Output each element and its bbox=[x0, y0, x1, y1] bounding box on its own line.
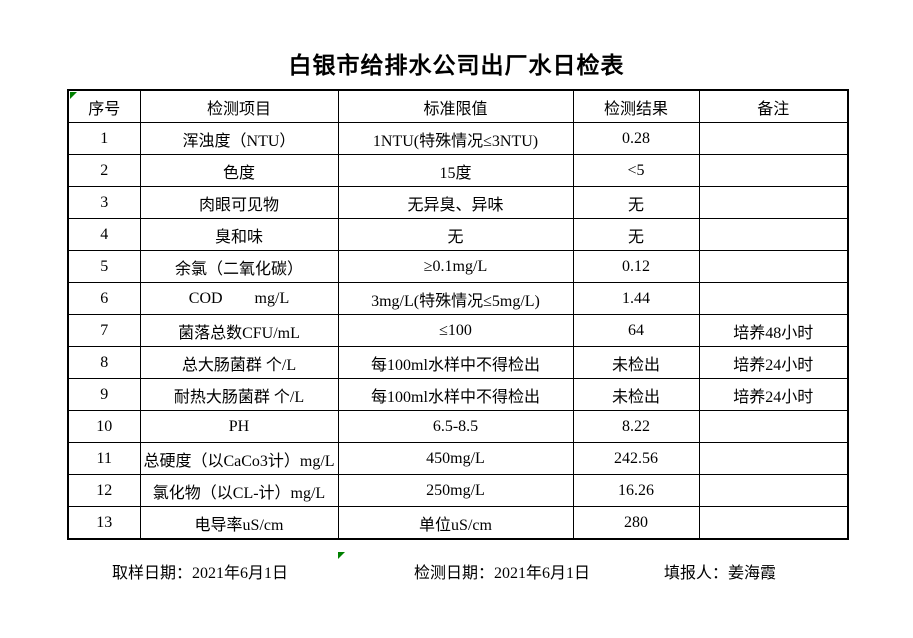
cell-result: 64 bbox=[572, 314, 700, 347]
cell-remark bbox=[698, 186, 849, 219]
cell-remark bbox=[698, 218, 849, 251]
cell-remark: 培养24小时 bbox=[698, 378, 849, 411]
table-row: 3 肉眼可见物 无异臭、异味 无 bbox=[67, 186, 849, 219]
green-corner-marker-icon bbox=[70, 92, 77, 99]
cell-item: 色度 bbox=[139, 154, 339, 187]
cell-limit: 无 bbox=[337, 218, 574, 251]
cell-limit: 单位uS/cm bbox=[337, 506, 574, 540]
cell-result: 242.56 bbox=[572, 442, 700, 475]
cell-no: 2 bbox=[67, 154, 141, 187]
cell-result: 无 bbox=[572, 218, 700, 251]
cell-remark bbox=[698, 282, 849, 315]
cell-result: 1.44 bbox=[572, 282, 700, 315]
cell-no: 4 bbox=[67, 218, 141, 251]
cell-no: 13 bbox=[67, 506, 141, 540]
cell-result: 未检出 bbox=[572, 346, 700, 379]
cell-item: 余氯（二氧化碳） bbox=[139, 250, 339, 283]
cell-limit: 每100ml水样中不得检出 bbox=[337, 346, 574, 379]
cell-limit: 250mg/L bbox=[337, 474, 574, 507]
cell-no: 11 bbox=[67, 442, 141, 475]
header-item: 检测项目 bbox=[139, 89, 339, 123]
cell-result: <5 bbox=[572, 154, 700, 187]
cell-limit: 450mg/L bbox=[337, 442, 574, 475]
cell-item: 电导率uS/cm bbox=[139, 506, 339, 540]
cell-remark bbox=[698, 506, 849, 540]
cell-item: 浑浊度（NTU） bbox=[139, 122, 339, 155]
cell-item: COD mg/L bbox=[139, 282, 339, 315]
cell-result: 280 bbox=[572, 506, 700, 540]
cell-limit: 无异臭、异味 bbox=[337, 186, 574, 219]
cell-limit: 15度 bbox=[337, 154, 574, 187]
cell-result: 未检出 bbox=[572, 378, 700, 411]
table-row: 9 耐热大肠菌群 个/L 每100ml水样中不得检出 未检出 培养24小时 bbox=[67, 378, 849, 411]
cell-no: 12 bbox=[67, 474, 141, 507]
cell-item: 肉眼可见物 bbox=[139, 186, 339, 219]
cell-remark bbox=[698, 250, 849, 283]
cell-limit: 每100ml水样中不得检出 bbox=[337, 378, 574, 411]
table-row: 7 菌落总数CFU/mL ≤100 64 培养48小时 bbox=[67, 314, 849, 347]
cell-remark bbox=[698, 122, 849, 155]
cell-item: 总硬度（以CaCo3计）mg/L bbox=[139, 442, 339, 475]
header-limit: 标准限值 bbox=[337, 89, 574, 123]
test-date-label: 检测日期：2021年6月1日 bbox=[414, 565, 591, 582]
reporter-label: 填报人：姜海霞 bbox=[664, 565, 777, 582]
cell-result: 0.28 bbox=[572, 122, 700, 155]
cell-no: 10 bbox=[67, 410, 141, 443]
table-row: 11 总硬度（以CaCo3计）mg/L 450mg/L 242.56 bbox=[67, 442, 849, 475]
cell-no: 5 bbox=[67, 250, 141, 283]
cell-item: PH bbox=[139, 410, 339, 443]
table-header-row: 序号 检测项目 标准限值 检测结果 备注 bbox=[67, 89, 849, 123]
cell-no: 8 bbox=[67, 346, 141, 379]
header-no: 序号 bbox=[67, 89, 141, 123]
cell-limit: ≥0.1mg/L bbox=[337, 250, 574, 283]
cell-no: 7 bbox=[67, 314, 141, 347]
table-row: 4 臭和味 无 无 bbox=[67, 218, 849, 251]
cell-item: 耐热大肠菌群 个/L bbox=[139, 378, 339, 411]
cell-item: 氯化物（以CL-计）mg/L bbox=[139, 474, 339, 507]
cell-remark bbox=[698, 474, 849, 507]
cell-limit: 1NTU(特殊情况≤3NTU) bbox=[337, 122, 574, 155]
table-row: 2 色度 15度 <5 bbox=[67, 154, 849, 187]
cell-limit: ≤100 bbox=[337, 314, 574, 347]
cell-remark: 培养24小时 bbox=[698, 346, 849, 379]
sampling-date-label: 取样日期：2021年6月1日 bbox=[112, 565, 289, 582]
cell-result: 0.12 bbox=[572, 250, 700, 283]
cell-result: 无 bbox=[572, 186, 700, 219]
cell-item: 臭和味 bbox=[139, 218, 339, 251]
cell-remark bbox=[698, 442, 849, 475]
cell-no: 3 bbox=[67, 186, 141, 219]
cell-remark bbox=[698, 410, 849, 443]
table-row: 13 电导率uS/cm 单位uS/cm 280 bbox=[67, 506, 849, 540]
cell-remark bbox=[698, 154, 849, 187]
table-row: 8 总大肠菌群 个/L 每100ml水样中不得检出 未检出 培养24小时 bbox=[67, 346, 849, 379]
table-row: 1 浑浊度（NTU） 1NTU(特殊情况≤3NTU) 0.28 bbox=[67, 122, 849, 155]
cell-limit: 3mg/L(特殊情况≤5mg/L) bbox=[337, 282, 574, 315]
header-remark: 备注 bbox=[698, 89, 849, 123]
inspection-table: 序号 检测项目 标准限值 检测结果 备注 1 浑浊度（NTU） 1NTU(特殊情… bbox=[67, 89, 849, 540]
cell-no: 9 bbox=[67, 378, 141, 411]
cell-item: 菌落总数CFU/mL bbox=[139, 314, 339, 347]
header-result: 检测结果 bbox=[572, 89, 700, 123]
page-title: 白银市给排水公司出厂水日检表 bbox=[288, 53, 625, 78]
cell-item: 总大肠菌群 个/L bbox=[139, 346, 339, 379]
table-row: 10 PH 6.5-8.5 8.22 bbox=[67, 410, 849, 443]
cell-result: 8.22 bbox=[572, 410, 700, 443]
cell-limit: 6.5-8.5 bbox=[337, 410, 574, 443]
table-row: 6 COD mg/L 3mg/L(特殊情况≤5mg/L) 1.44 bbox=[67, 282, 849, 315]
cell-no: 6 bbox=[67, 282, 141, 315]
cell-remark: 培养48小时 bbox=[698, 314, 849, 347]
table-row: 12 氯化物（以CL-计）mg/L 250mg/L 16.26 bbox=[67, 474, 849, 507]
green-corner-marker-icon bbox=[338, 552, 345, 559]
table-row: 5 余氯（二氧化碳） ≥0.1mg/L 0.12 bbox=[67, 250, 849, 283]
cell-result: 16.26 bbox=[572, 474, 700, 507]
cell-no: 1 bbox=[67, 122, 141, 155]
